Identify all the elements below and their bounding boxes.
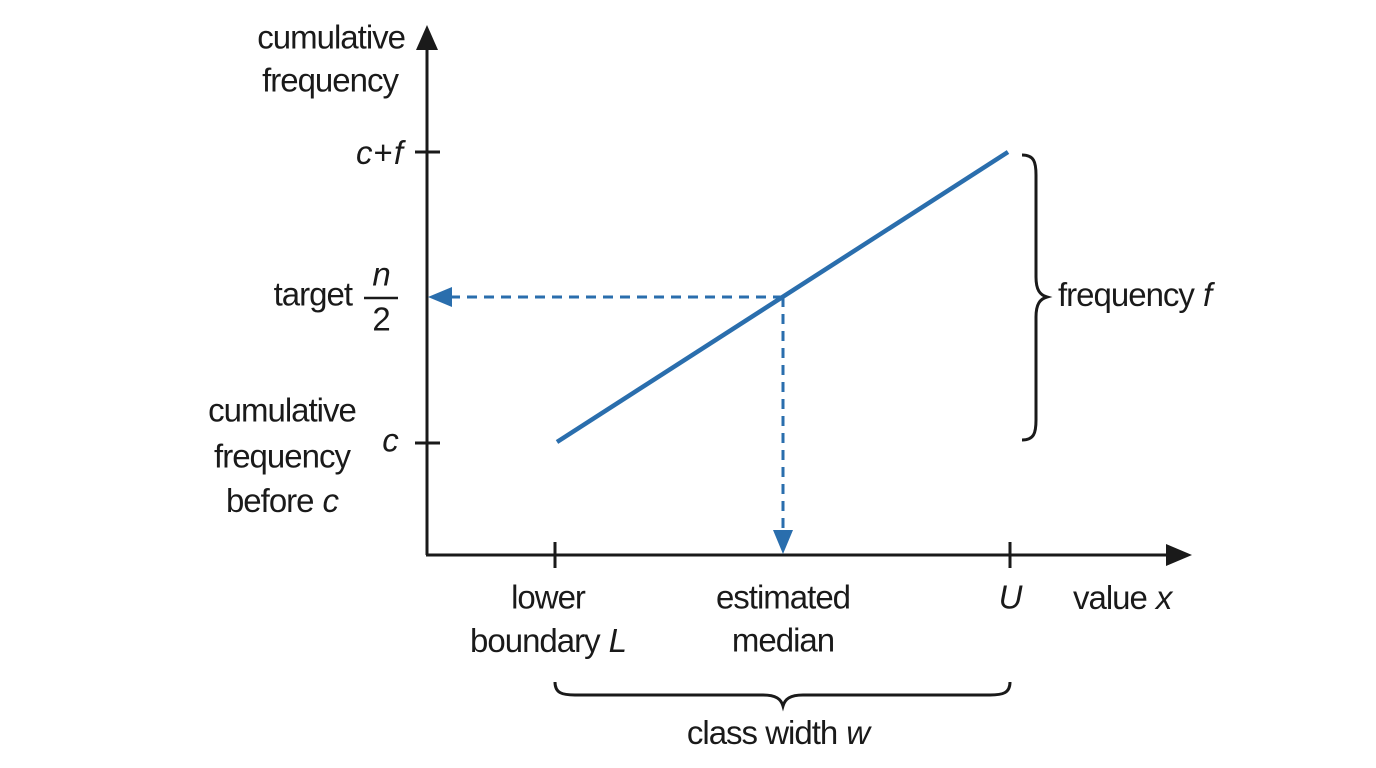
upper-label: U (999, 579, 1023, 616)
x-axis-arrow (1166, 544, 1192, 566)
numerator: n (372, 256, 389, 293)
target-arrow (428, 287, 452, 307)
var: w (846, 714, 872, 751)
lower-label: boundary L (470, 622, 626, 659)
word: boundary (470, 622, 601, 659)
var: c (323, 482, 340, 519)
denominator: 2 (372, 301, 389, 338)
top-label: c+f (356, 134, 407, 171)
frequency-label: frequency f (1058, 276, 1216, 313)
var: f (1203, 276, 1216, 313)
var: x (1154, 579, 1174, 616)
class-width-brace (553, 681, 1012, 712)
median-label: estimated (716, 579, 850, 616)
word: class width (687, 714, 837, 751)
x-axis-label: value x (1073, 579, 1174, 616)
var: L (609, 622, 626, 659)
word: before (226, 482, 314, 519)
median-label: median (732, 622, 834, 659)
y-axis-label: frequency (262, 62, 399, 99)
operator: + (374, 134, 392, 171)
bottom-label: before c (226, 482, 340, 519)
bottom-label: frequency (214, 438, 351, 475)
var: c (356, 134, 373, 171)
y-axis-label: cumulative (257, 19, 405, 56)
word: value (1073, 579, 1147, 616)
y-axis-arrow (416, 25, 438, 50)
median-arrow (773, 530, 793, 554)
bottom-label: cumulative (208, 392, 356, 429)
word: frequency (1058, 276, 1195, 313)
target-label: target (274, 276, 353, 313)
frequency-brace (1021, 153, 1053, 442)
class-width-label: class width w (687, 714, 872, 751)
var: f (394, 134, 407, 171)
lower-label: lower (511, 579, 586, 616)
c-tick-label: c (382, 422, 399, 459)
